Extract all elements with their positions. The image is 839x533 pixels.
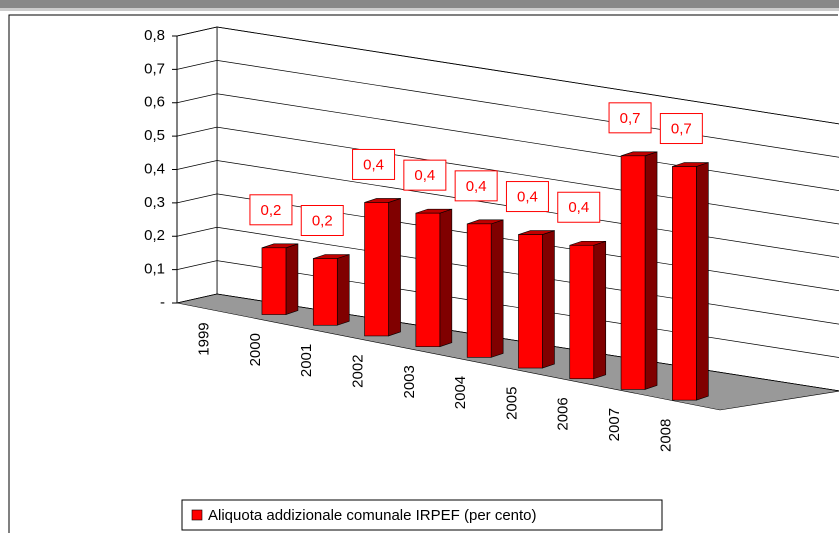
bar-side [593,240,607,380]
bar-side [388,198,401,337]
x-tick-label: 2005 [503,387,520,420]
data-label-box [300,205,344,236]
data-label: 0,4 [363,156,384,173]
x-tick-label: 2007 [606,408,623,441]
grid-line [176,26,839,125]
bar-side [490,219,504,358]
bar [672,166,697,401]
data-label-box [608,102,652,134]
bar [466,223,492,358]
x-tick-label: 2006 [555,397,572,430]
bar [620,155,646,390]
data-label-box [352,148,396,180]
x-tick-label: 2000 [247,333,264,366]
data-label-box [249,194,293,226]
data-label: 0,4 [414,167,435,184]
x-tick-label: 2002 [350,354,367,387]
bar-side [285,243,299,315]
bar-side [696,162,709,401]
bar [364,202,389,337]
x-tick-label: 2003 [401,365,418,398]
data-label-box [557,191,601,223]
y-tick-label: 0,5 [144,127,165,144]
bar-side [644,151,658,390]
bar-side [439,208,453,348]
top-band-shadow [0,8,839,11]
data-label: 0,2 [261,202,282,219]
data-label-box [505,181,549,213]
bar [312,258,338,326]
bar [261,247,287,315]
y-tick-label: 0,3 [144,194,165,211]
legend-marker [191,509,203,521]
x-tick-label: 1999 [196,322,213,355]
data-label: 0,4 [466,178,487,195]
top-band [0,0,839,8]
plot-area: - 0,1 0,2 0,3 0,4 0,5 0,6 0,7 0,8 1999 2000 0,2 2001… [144,26,839,452]
legend-box [181,499,663,531]
legend-label: Aliquota addizionale comunale IRPEF (per… [208,507,537,524]
bar [518,234,543,369]
data-label: 0,7 [671,120,692,137]
legend: Aliquota addizionale comunale IRPEF (per… [181,499,663,531]
y-tick-label: 0,2 [144,227,165,244]
x-tick-label: 2004 [452,376,469,409]
bar-side [542,230,555,369]
bar [415,212,441,347]
x-tick-label: 2008 [657,419,674,452]
y-tick-label: 0,7 [144,60,165,77]
y-tick-label: - [160,294,165,311]
data-label-box [454,170,498,202]
bar [569,244,595,380]
data-label-box [403,159,447,191]
y-tick-label: 0,1 [144,261,165,278]
data-label: 0,7 [620,110,641,127]
data-label: 0,4 [517,189,538,206]
data-label: 0,4 [568,199,589,216]
data-label-box [659,113,703,145]
data-label: 0,2 [312,212,333,229]
bar-side [336,254,350,326]
x-tick-label: 2001 [298,344,315,377]
y-tick-label: 0,8 [144,27,165,44]
y-tick-label: 0,4 [144,160,165,177]
frame [8,14,838,533]
y-tick-label: 0,6 [144,94,165,111]
